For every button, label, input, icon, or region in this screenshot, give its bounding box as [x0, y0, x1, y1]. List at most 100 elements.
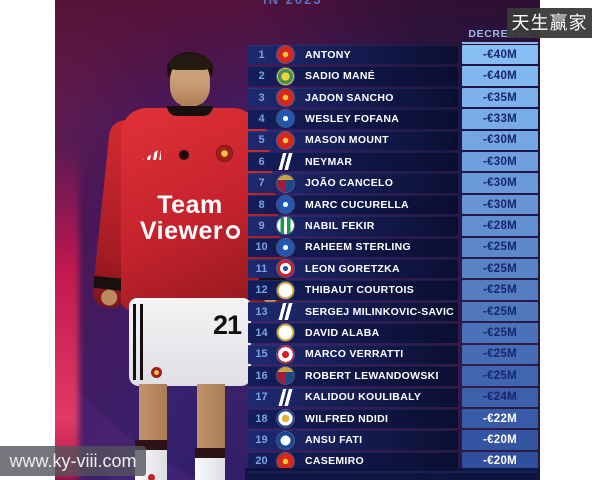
rankings-table-body: 1 ANTONY -€40M 2 SADIO MANÉ -€40M 3 JADO… — [248, 45, 538, 472]
jersey-sponsor: Team Viewer — [121, 192, 259, 244]
stadium-photo: IN 2023 Team Viewer 21 — [55, 0, 540, 480]
cutoff-title: IN 2023 — [263, 0, 383, 7]
player-shorts: 21 — [129, 298, 251, 386]
chelsea-badge-icon — [277, 110, 294, 128]
player-name: CASEMIRO — [305, 455, 364, 468]
player-name: KALIDOU KOULIBALY — [305, 391, 422, 404]
rank-number: 13 — [255, 305, 268, 318]
manchester-united-badge-icon — [277, 131, 294, 149]
table-row: 13 SERGEJ MILINKOVIC-SAVIC -€25M — [248, 301, 538, 322]
header-underline — [462, 42, 538, 44]
rank-number: 4 — [258, 112, 265, 125]
decrease-value: -€28M — [462, 216, 538, 236]
decrease-value: -€40M — [462, 66, 538, 86]
player-name: RAHEEM STERLING — [305, 241, 412, 254]
player-cell: 16 ROBERT LEWANDOWSKI — [248, 366, 458, 386]
player-right-sock — [195, 448, 225, 480]
table-row: 6 NEYMAR -€30M — [248, 152, 538, 172]
decrease-value: -€25M — [462, 280, 538, 300]
sponsor-line2: Viewer — [121, 218, 259, 244]
manchester-united-badge-icon — [277, 46, 294, 64]
decrease-value: -€25M — [462, 237, 538, 258]
jersey-collar — [167, 106, 213, 116]
player-cell: 6 NEYMAR — [248, 152, 458, 172]
table-row: 3 JADON SANCHO -€35M — [248, 87, 538, 108]
player-name: LEON GORETZKA — [305, 262, 400, 275]
player-name: SADIO MANÉ — [305, 70, 376, 83]
sock-band — [135, 440, 167, 450]
player-antony: Team Viewer 21 — [85, 46, 335, 480]
player-name: ANSU FATI — [305, 434, 363, 447]
decrease-value: -€24M — [462, 387, 538, 407]
decrease-value: -€30M — [462, 152, 538, 172]
player-name: JOÃO CANCELO — [305, 177, 394, 190]
player-hair-fringe — [170, 54, 210, 70]
shorts-number: 21 — [212, 310, 242, 340]
player-cell: 18 WILFRED NDIDI — [248, 408, 458, 429]
decrease-value: -€25M — [462, 366, 538, 386]
decrease-value: -€30M — [462, 173, 538, 193]
player-cell: 4 WESLEY FOFANA — [248, 109, 458, 129]
table-row: 9 NABIL FEKIR -€28M — [248, 216, 538, 236]
player-name: NEYMAR — [305, 155, 353, 168]
decrease-value: -€33M — [462, 109, 538, 129]
player-cell: 9 NABIL FEKIR — [248, 216, 458, 236]
decrease-value: -€25M — [462, 259, 538, 279]
table-row: 20 CASEMIRO -€20M — [248, 451, 538, 472]
table-row: 10 RAHEEM STERLING -€25M — [248, 237, 538, 258]
player-left-leg — [139, 384, 167, 444]
cutoff-title-text: IN 2023 — [263, 0, 323, 7]
table-row: 17 KALIDOU KOULIBALY -€24M — [248, 387, 538, 407]
leicester-city-badge-icon — [277, 410, 294, 428]
player-name: WILFRED NDIDI — [305, 412, 389, 425]
shorts-stripes — [133, 304, 146, 380]
table-row: 12 THIBAUT COURTOIS -€25M — [248, 280, 538, 300]
rank-number: 5 — [258, 134, 265, 147]
player-name: JADON SANCHO — [305, 91, 394, 104]
decrease-value: -€35M — [462, 87, 538, 108]
player-cell: 12 THIBAUT COURTOIS — [248, 280, 458, 300]
player-name: SERGEJ MILINKOVIC-SAVIC — [305, 305, 455, 318]
decrease-value: -€30M — [462, 130, 538, 151]
real-madrid-badge-icon — [277, 281, 294, 299]
table-row: 18 WILFRED NDIDI -€22M — [248, 408, 538, 429]
player-cell: 13 SERGEJ MILINKOVIC-SAVIC — [248, 301, 458, 322]
player-name: MARCO VERRATTI — [305, 348, 404, 361]
player-name: NABIL FEKIR — [305, 219, 375, 232]
player-cell: 10 RAHEEM STERLING — [248, 237, 458, 258]
rank-number: 7 — [258, 177, 265, 190]
decrease-value: -€22M — [462, 408, 538, 429]
sock-crest-dot — [147, 474, 155, 480]
player-cell: 7 JOÃO CANCELO — [248, 173, 458, 193]
player-name: THIBAUT COURTOIS — [305, 284, 415, 297]
player-right-leg — [197, 384, 225, 450]
decrease-value: -€25M — [462, 344, 538, 365]
table-row: 8 MARC CUCURELLA -€30M — [248, 194, 538, 215]
table-row: 11 LEON GORETZKA -€25M — [248, 259, 538, 279]
rank-number: 11 — [255, 262, 268, 275]
player-cell: 20 CASEMIRO — [248, 451, 458, 472]
player-name: DAVID ALABA — [305, 326, 380, 339]
al-hilal-badge-icon — [277, 303, 294, 321]
player-cell: 14 DAVID ALABA — [248, 323, 458, 343]
manchester-united-badge-icon — [277, 452, 294, 470]
al-hilal-badge-icon — [277, 153, 294, 171]
table-row: 14 DAVID ALABA -€25M — [248, 323, 538, 343]
rank-number: 19 — [255, 434, 268, 447]
table-row: 16 ROBERT LEWANDOWSKI -€25M — [248, 366, 538, 386]
rank-number: 1 — [258, 48, 265, 61]
player-cell: 15 MARCO VERRATTI — [248, 344, 458, 365]
decrease-value: -€20M — [462, 430, 538, 450]
table-row: 5 MASON MOUNT -€30M — [248, 130, 538, 151]
rank-number: 20 — [255, 455, 268, 468]
decrease-value: -€20M — [462, 451, 538, 472]
manchester-united-badge-icon — [277, 89, 294, 107]
table-footer-bar — [245, 468, 540, 480]
real-madrid-badge-icon — [277, 324, 294, 342]
rank-number: 9 — [258, 219, 265, 232]
chelsea-badge-icon — [277, 196, 294, 214]
sock-band — [195, 448, 225, 458]
player-name: WESLEY FOFANA — [305, 112, 400, 125]
table-row: 1 ANTONY -€40M — [248, 45, 538, 65]
rank-number: 12 — [255, 284, 268, 297]
